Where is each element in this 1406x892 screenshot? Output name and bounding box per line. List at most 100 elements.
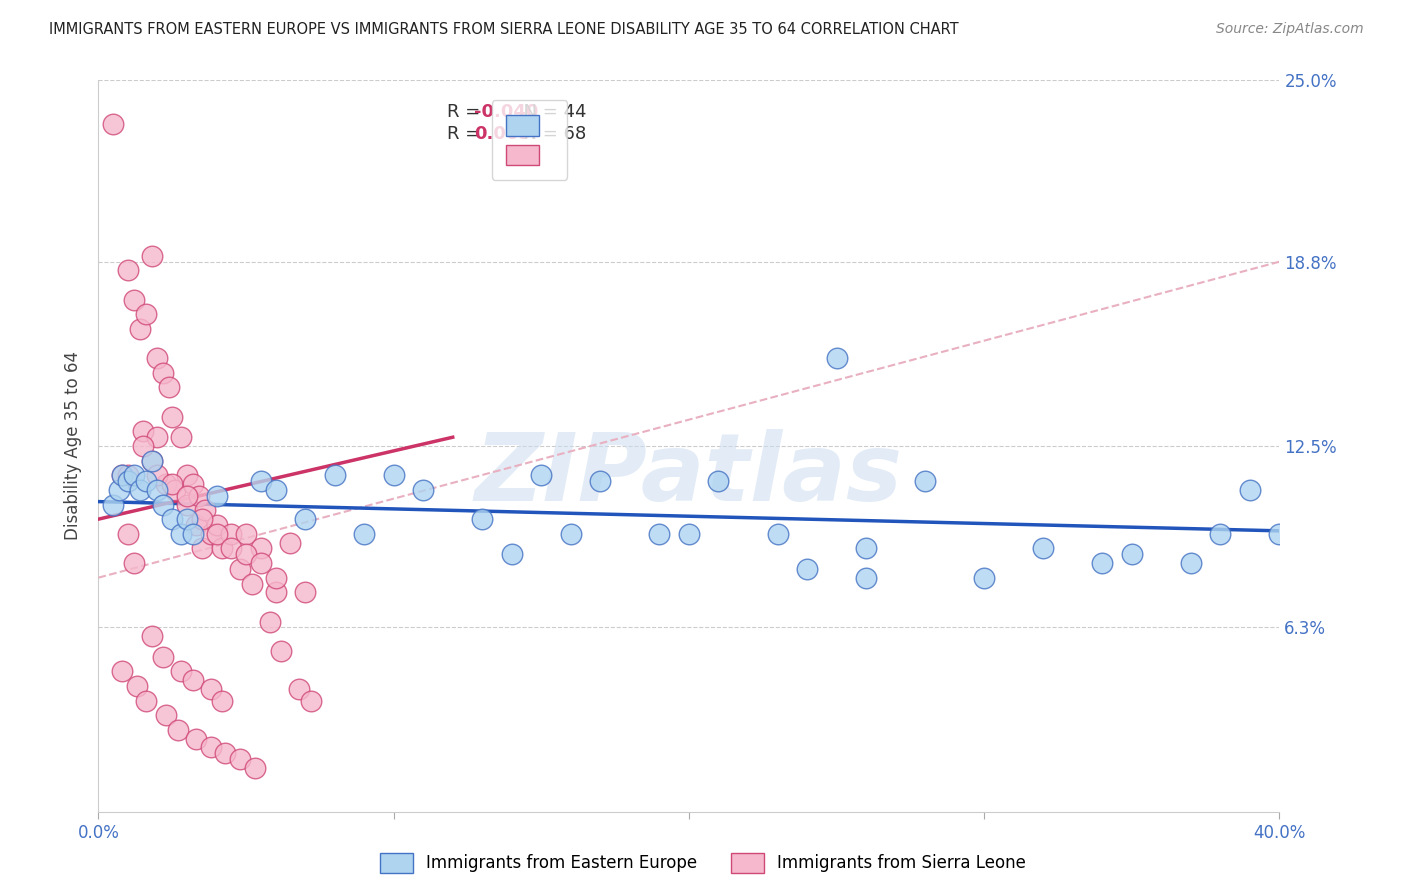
- Point: [205, 526, 228, 541]
- Point: [1121, 547, 1143, 561]
- Point: [323, 468, 346, 483]
- Point: [530, 468, 553, 483]
- Point: [240, 576, 263, 591]
- Point: [162, 512, 183, 526]
- Point: [184, 731, 207, 746]
- Point: [111, 468, 134, 483]
- Point: [294, 512, 316, 526]
- Point: [155, 708, 177, 723]
- Point: [111, 665, 134, 679]
- Point: [1209, 526, 1232, 541]
- Point: [146, 468, 169, 483]
- Point: [152, 366, 174, 380]
- Point: [382, 468, 405, 483]
- Point: [162, 477, 183, 491]
- Point: [135, 307, 157, 321]
- Point: [270, 644, 292, 658]
- Point: [1032, 541, 1054, 556]
- Point: [678, 526, 700, 541]
- Point: [108, 483, 131, 497]
- Point: [191, 512, 214, 526]
- Point: [117, 263, 139, 277]
- Point: [176, 489, 198, 503]
- Point: [211, 693, 233, 707]
- Point: [191, 541, 214, 556]
- Point: [111, 468, 134, 483]
- Point: [648, 526, 671, 541]
- Point: [181, 673, 204, 687]
- Text: IMMIGRANTS FROM EASTERN EUROPE VS IMMIGRANTS FROM SIERRA LEONE DISABILITY AGE 35: IMMIGRANTS FROM EASTERN EUROPE VS IMMIGR…: [49, 22, 959, 37]
- Point: [250, 541, 273, 556]
- Point: [176, 498, 198, 512]
- Point: [181, 477, 204, 491]
- Point: [132, 439, 155, 453]
- Point: [117, 526, 139, 541]
- Point: [229, 752, 252, 766]
- Point: [264, 585, 287, 599]
- Point: [141, 453, 163, 467]
- Point: [205, 489, 228, 503]
- Point: [294, 585, 316, 599]
- Point: [250, 474, 273, 488]
- Y-axis label: Disability Age 35 to 64: Disability Age 35 to 64: [65, 351, 83, 541]
- Point: [128, 322, 150, 336]
- Point: [187, 489, 209, 503]
- Point: [353, 526, 375, 541]
- Text: R =: R =: [447, 126, 492, 144]
- Point: [766, 526, 789, 541]
- Point: [855, 571, 877, 585]
- Point: [589, 474, 612, 488]
- Point: [707, 474, 730, 488]
- Point: [135, 693, 157, 707]
- Point: [176, 512, 198, 526]
- Point: [280, 535, 302, 549]
- Point: [117, 474, 139, 488]
- Point: [855, 541, 877, 556]
- Point: [288, 681, 311, 696]
- Point: [264, 483, 287, 497]
- Point: [973, 571, 995, 585]
- Point: [205, 518, 228, 533]
- Point: [155, 477, 177, 491]
- Point: [412, 483, 434, 497]
- Text: R =: R =: [447, 103, 486, 121]
- Point: [914, 474, 936, 488]
- Point: [122, 468, 145, 483]
- Point: [221, 541, 243, 556]
- Point: [501, 547, 523, 561]
- Point: [135, 474, 157, 488]
- Text: ZIPatlas: ZIPatlas: [475, 429, 903, 521]
- Point: [170, 526, 193, 541]
- Text: -0.040: -0.040: [474, 103, 538, 121]
- Legend: , : ,: [492, 100, 568, 180]
- Point: [146, 351, 169, 366]
- Text: N = 68: N = 68: [512, 126, 586, 144]
- Point: [132, 425, 155, 439]
- Point: [250, 556, 273, 570]
- Point: [152, 498, 174, 512]
- Point: [235, 547, 257, 561]
- Point: [235, 526, 257, 541]
- Point: [167, 723, 190, 737]
- Legend: Immigrants from Eastern Europe, Immigrants from Sierra Leone: Immigrants from Eastern Europe, Immigran…: [373, 847, 1033, 880]
- Point: [194, 503, 217, 517]
- Point: [200, 740, 222, 755]
- Point: [211, 541, 233, 556]
- Text: Source: ZipAtlas.com: Source: ZipAtlas.com: [1216, 22, 1364, 37]
- Point: [184, 518, 207, 533]
- Point: [796, 562, 818, 576]
- Point: [141, 249, 163, 263]
- Point: [1180, 556, 1202, 570]
- Point: [471, 512, 494, 526]
- Point: [103, 117, 125, 131]
- Point: [214, 746, 236, 760]
- Point: [1268, 526, 1291, 541]
- Point: [165, 483, 187, 497]
- Point: [125, 679, 148, 693]
- Point: [152, 649, 174, 664]
- Point: [243, 761, 266, 775]
- Point: [170, 430, 193, 444]
- Point: [117, 468, 139, 483]
- Point: [825, 351, 848, 366]
- Text: 0.065: 0.065: [474, 126, 531, 144]
